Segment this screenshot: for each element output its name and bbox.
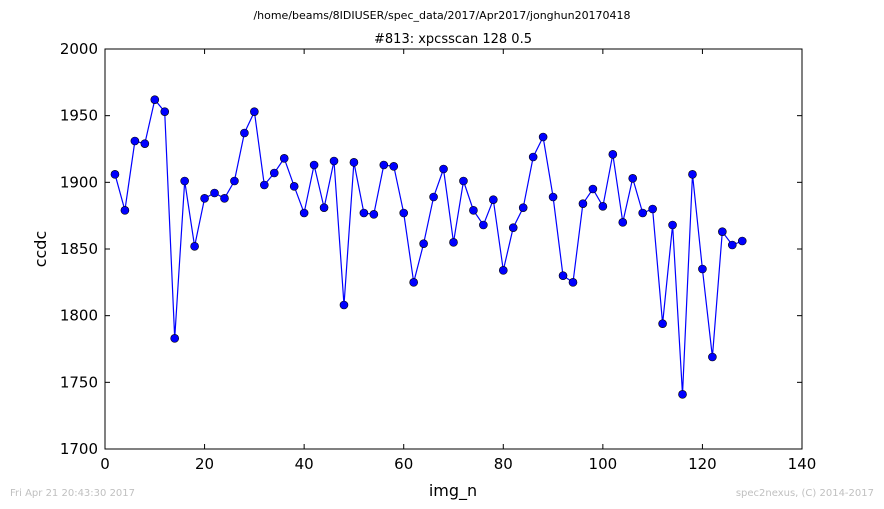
data-point bbox=[638, 208, 647, 218]
x-tick-label: 100 bbox=[589, 455, 618, 473]
data-point bbox=[479, 220, 488, 230]
data-point bbox=[598, 202, 608, 211]
data-point bbox=[708, 352, 717, 362]
data-point bbox=[369, 210, 379, 219]
data-point bbox=[449, 238, 458, 247]
data-point bbox=[538, 132, 548, 142]
data-point bbox=[518, 203, 528, 212]
x-tick-label: 0 bbox=[100, 455, 110, 473]
data-point bbox=[289, 182, 299, 191]
data-point bbox=[698, 264, 707, 274]
y-tick-label: 1900 bbox=[60, 173, 98, 191]
data-point bbox=[628, 174, 638, 183]
data-point bbox=[648, 204, 657, 214]
y-tick-label: 1750 bbox=[60, 373, 98, 391]
data-point bbox=[160, 107, 170, 116]
data-point bbox=[558, 271, 568, 280]
data-point bbox=[727, 240, 737, 250]
data-point bbox=[140, 139, 150, 148]
x-tick-label: 80 bbox=[494, 455, 513, 473]
x-axis: 0 20 40 60 80 100 120 140 bbox=[100, 49, 816, 473]
x-axis-label: img_n bbox=[429, 481, 477, 501]
data-point bbox=[668, 220, 677, 230]
data-point bbox=[389, 162, 399, 171]
data-point bbox=[319, 203, 329, 212]
data-series bbox=[110, 95, 747, 399]
data-point bbox=[678, 390, 687, 399]
x-tick-label: 120 bbox=[688, 455, 717, 473]
data-point bbox=[718, 227, 727, 236]
data-point bbox=[737, 236, 747, 246]
data-point bbox=[379, 160, 389, 170]
data-point bbox=[170, 334, 179, 343]
data-point bbox=[279, 154, 289, 163]
x-tick-label: 40 bbox=[295, 455, 314, 473]
data-point bbox=[688, 170, 697, 179]
data-point bbox=[469, 206, 478, 215]
figure-suptitle: /home/beams/8IDIUSER/spec_data/2017/Apr2… bbox=[253, 9, 630, 22]
data-point bbox=[309, 160, 319, 170]
data-point bbox=[180, 176, 189, 186]
data-point bbox=[329, 156, 339, 166]
series-line bbox=[114, 98, 743, 395]
data-point bbox=[409, 278, 418, 287]
y-axis-label: ccdc bbox=[31, 231, 50, 268]
data-point bbox=[608, 150, 618, 159]
data-point bbox=[210, 188, 219, 198]
data-point bbox=[120, 206, 130, 215]
data-point bbox=[220, 194, 229, 203]
plot-area bbox=[104, 48, 803, 450]
y-tick-label: 2000 bbox=[60, 40, 98, 58]
data-point bbox=[658, 319, 667, 328]
data-point bbox=[190, 242, 199, 251]
data-point bbox=[618, 218, 628, 227]
data-point bbox=[250, 107, 259, 116]
data-point bbox=[548, 192, 558, 202]
x-tick-label: 140 bbox=[788, 455, 817, 473]
data-point bbox=[429, 192, 438, 202]
data-point bbox=[508, 223, 518, 232]
data-point bbox=[498, 266, 508, 275]
y-axis: 1700 1750 1800 1850 1900 1950 2000 bbox=[60, 40, 802, 458]
data-point bbox=[299, 208, 309, 218]
data-point bbox=[439, 164, 448, 174]
footer-timestamp: Fri Apr 21 20:43:30 2017 bbox=[10, 488, 136, 499]
y-tick-label: 1950 bbox=[60, 107, 98, 125]
data-point bbox=[528, 152, 538, 162]
data-point bbox=[260, 180, 269, 190]
data-point bbox=[399, 208, 409, 218]
x-tick-label: 60 bbox=[394, 455, 413, 473]
data-point bbox=[269, 168, 279, 178]
data-point bbox=[419, 239, 428, 248]
x-tick-label: 20 bbox=[195, 455, 214, 473]
data-point bbox=[489, 195, 498, 204]
data-point bbox=[568, 278, 578, 287]
data-point bbox=[110, 170, 120, 179]
data-point bbox=[200, 194, 209, 203]
data-point bbox=[588, 184, 598, 194]
data-point bbox=[130, 136, 140, 146]
data-point bbox=[578, 199, 588, 208]
chart-title: #813: xpcsscan 128 0.5 bbox=[374, 32, 532, 47]
y-tick-label: 1800 bbox=[60, 307, 98, 325]
data-point bbox=[459, 176, 468, 186]
data-point bbox=[339, 300, 349, 310]
footer-credit: spec2nexus, (C) 2014-2017 bbox=[735, 488, 874, 499]
data-point bbox=[349, 158, 359, 167]
data-point bbox=[150, 95, 160, 104]
y-tick-label: 1700 bbox=[60, 440, 98, 458]
data-point bbox=[230, 176, 239, 186]
data-point bbox=[359, 208, 369, 218]
y-tick-label: 1850 bbox=[60, 240, 98, 258]
data-point bbox=[240, 128, 249, 138]
